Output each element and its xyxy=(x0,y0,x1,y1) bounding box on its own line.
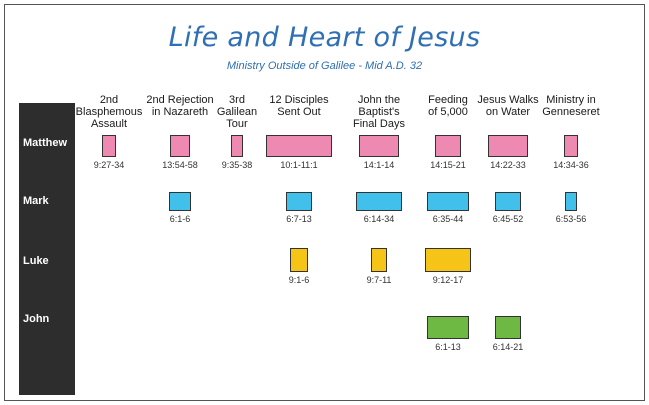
event-header-line: Blasphemous xyxy=(75,106,143,118)
passage-ref-matthew: 14:34-36 xyxy=(553,160,589,170)
passage-box-john xyxy=(495,316,521,339)
passage-box-matthew xyxy=(266,135,332,157)
event-header-line: Jesus Walks xyxy=(477,94,539,106)
passage-ref-matthew: 14:22-33 xyxy=(490,160,526,170)
event-header-line: of 5,000 xyxy=(428,106,468,118)
event-header: 3rd Galilean Tour xyxy=(215,94,259,130)
event-header-line: 2nd Rejection xyxy=(146,94,214,106)
passage-box-matthew xyxy=(359,135,399,157)
passage-ref-john: 6:1-13 xyxy=(435,342,461,352)
event-header-line: Tour xyxy=(226,118,248,130)
event-header: Jesus Walks on Water xyxy=(476,94,540,118)
passage-box-john xyxy=(427,316,469,339)
event-header-line: Ministry in xyxy=(546,94,596,106)
passage-ref-mark: 6:45-52 xyxy=(492,214,524,224)
passage-box-luke xyxy=(290,248,308,272)
event-header-line: 2nd xyxy=(99,94,119,106)
row-label-matthew: Matthew xyxy=(23,137,67,149)
event-header-line: Sent Out xyxy=(277,106,321,118)
passage-ref-luke: 9:7-11 xyxy=(366,275,392,285)
event-header-line: 3rd xyxy=(229,94,245,106)
event-header-line: Assault xyxy=(90,118,128,130)
passage-ref-matthew: 13:54-58 xyxy=(162,160,198,170)
passage-box-luke xyxy=(371,248,387,272)
passage-box-matthew xyxy=(231,135,243,157)
passage-box-mark xyxy=(169,192,191,211)
passage-ref-matthew: 14:1-14 xyxy=(363,160,395,170)
passage-box-matthew xyxy=(102,135,116,157)
event-header: Ministry in Genneseret xyxy=(538,94,604,118)
diagram-title: Life and Heart of Jesus xyxy=(168,22,481,53)
passage-ref-matthew: 9:35-38 xyxy=(221,160,253,170)
event-header: John the Baptist's Final Days xyxy=(344,94,414,130)
passage-ref-matthew: 9:27-34 xyxy=(93,160,125,170)
event-header: 12 Disciples Sent Out xyxy=(259,94,339,118)
passage-box-mark xyxy=(495,192,521,211)
row-label-mark: Mark xyxy=(23,195,49,207)
passage-ref-mark: 6:53-56 xyxy=(555,214,587,224)
event-header-line: Final Days xyxy=(353,118,405,130)
event-header-line: Genneseret xyxy=(542,106,600,118)
passage-box-mark xyxy=(427,192,469,211)
passage-ref-matthew: 10:1-11:1 xyxy=(280,160,318,170)
passage-box-mark xyxy=(565,192,577,211)
gospel-sidebar xyxy=(19,103,75,395)
event-header: 2nd Rejection in Nazareth xyxy=(141,94,219,118)
passage-ref-mark: 6:7-13 xyxy=(286,214,312,224)
passage-ref-luke: 9:12-17 xyxy=(432,275,464,285)
event-header-line: Baptist's xyxy=(358,106,400,118)
row-label-luke: Luke xyxy=(23,255,49,267)
event-header-line: on Water xyxy=(485,106,531,118)
passage-ref-john: 6:14-21 xyxy=(492,342,524,352)
diagram-subtitle: Ministry Outside of Galilee - Mid A.D. 3… xyxy=(226,60,423,72)
event-header-line: 12 Disciples xyxy=(269,94,329,106)
passage-box-matthew xyxy=(488,135,528,157)
passage-box-mark xyxy=(286,192,312,211)
passage-box-luke xyxy=(425,248,471,272)
event-header-line: John the xyxy=(357,94,401,106)
row-label-john: John xyxy=(23,313,50,325)
passage-box-matthew xyxy=(170,135,190,157)
passage-box-mark xyxy=(356,192,402,211)
event-header: 2nd Blasphemous Assault xyxy=(70,94,148,130)
event-header-line: Feeding xyxy=(428,94,468,106)
event-header-line: Galilean xyxy=(216,106,258,118)
passage-ref-matthew: 14:15-21 xyxy=(430,160,466,170)
passage-box-matthew xyxy=(564,135,578,157)
passage-ref-luke: 9:1-6 xyxy=(288,275,310,285)
diagram-frame xyxy=(4,4,645,401)
passage-ref-mark: 6:35-44 xyxy=(432,214,464,224)
passage-box-matthew xyxy=(435,135,461,157)
passage-ref-mark: 6:14-34 xyxy=(363,214,395,224)
event-header: Feeding of 5,000 xyxy=(420,94,476,118)
passage-ref-mark: 6:1-6 xyxy=(169,214,191,224)
event-header-line: in Nazareth xyxy=(151,106,209,118)
